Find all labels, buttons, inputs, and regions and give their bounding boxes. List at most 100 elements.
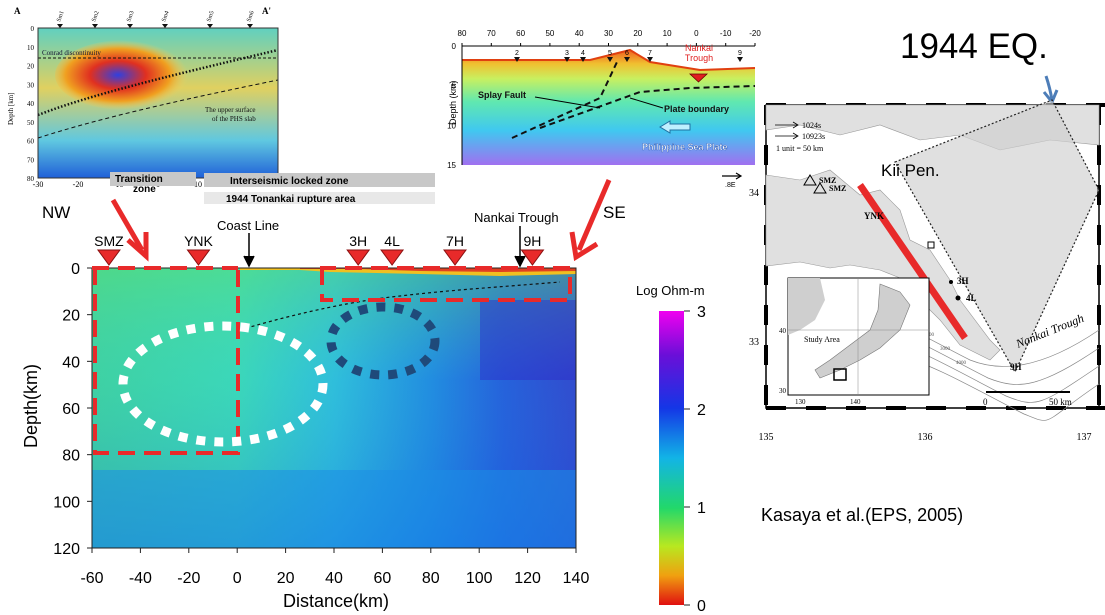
inset-mid-station-marker [624, 57, 630, 62]
map-station-box-marker [927, 241, 935, 249]
map-lon-tick: 137 [1077, 432, 1092, 443]
locked-zone-label: Interseismic locked zone [230, 176, 349, 187]
station-marker-9h [520, 249, 545, 266]
main-yticks: 0 20 40 60 80 100 120 [53, 261, 92, 558]
legend-10923s: 10923s [802, 132, 825, 141]
study-area-japan [814, 283, 911, 379]
inset-left-station-label: Sm4 [161, 10, 170, 22]
map-border-segment [1086, 406, 1105, 410]
locked-zone-bar [204, 173, 435, 187]
bathymetry-contour-label: 3000 [940, 347, 951, 352]
study-area-lat-40: 40 [779, 327, 787, 335]
map-lon-ticks: 135 136 137 [759, 432, 1092, 443]
map-station-dot-3h [949, 280, 953, 284]
inset-left-slab-label-2: of the PHS slab [212, 115, 256, 123]
inset-mid-station-label: 5 [608, 50, 612, 57]
main-ytick-label: 20 [62, 308, 80, 325]
inset-left-ytick: 60 [27, 138, 35, 146]
inset-left-station-marker [162, 24, 168, 28]
colorbar-tick-label: 1 [697, 500, 706, 517]
map-border-segment [764, 345, 768, 365]
inset-left-xtick: -30 [33, 180, 44, 189]
inset-mid-station-label: 6 [625, 50, 629, 57]
citation: Kasaya et al.(EPS, 2005) [761, 505, 963, 525]
inset-mid-xtick: 20 [633, 29, 642, 38]
map-station-smz-2: SMZ [829, 184, 846, 193]
inset-mid-xtick: 80 [458, 29, 467, 38]
rupture-area-label: 1944 Tonankai rupture area [226, 194, 356, 205]
inset-mid-plate-arrow-icon [659, 120, 691, 134]
red-arrow-right-icon [576, 179, 612, 251]
main-ytick-label: 60 [62, 401, 80, 418]
colorbar-tick-label: 3 [697, 304, 706, 321]
inset-mid-splay-fault [511, 61, 618, 139]
inset-left-seismicity [37, 48, 279, 117]
station-markers: SMZ YNK 3H 4L 7H 9H [94, 233, 545, 266]
transition-zone-bar [110, 172, 196, 186]
eq-pointer-arrow-icon [1044, 75, 1054, 101]
map-border-segment [766, 406, 786, 410]
red-arrow-right-head-icon [569, 231, 599, 262]
rupture-area-bar [204, 192, 435, 204]
inset-mid-trough-label-1: Nankai [685, 43, 713, 53]
main-xlabel: Distance(km) [283, 591, 389, 611]
main-xtick-label: 120 [514, 570, 541, 587]
map-station-9h: 9H [1010, 362, 1022, 372]
station-marker-3h [346, 249, 371, 266]
map-lat-tick: 34 [749, 188, 759, 199]
study-area-lon-140: 140 [850, 398, 861, 406]
station-label-4l: 4L [384, 233, 400, 249]
map-legend: 1024s 10923s 1 unit = 50 km [775, 121, 825, 153]
main-xtick-label: 140 [563, 570, 590, 587]
inset-left-station-label: Sm2 [91, 10, 100, 22]
inset-left-slab-label-1: The upper surface [205, 106, 256, 114]
inset-mid-xtick: 60 [516, 29, 525, 38]
inset-left-xtick: 10 [194, 180, 202, 189]
study-area-lat-30: 30 [779, 387, 787, 395]
main-xtick-label: -60 [80, 570, 103, 587]
map-lon-tick: 136 [918, 432, 933, 443]
inset-left-station-marker [207, 24, 213, 28]
colorbar-title: Log Ohm-m [636, 283, 705, 298]
deep-layer [92, 470, 576, 548]
inset-left-station-label: Sm3 [126, 10, 135, 22]
plate-boundary-line [239, 281, 561, 331]
map-station-ynk: YNK [864, 211, 884, 221]
map-border-segment [1097, 265, 1101, 285]
main-xtick-label: 80 [422, 570, 440, 587]
station-label-7h: 7H [446, 233, 464, 249]
map-lat-tick: 33 [749, 337, 759, 348]
inset-mid-plate-label: Plate boundary [664, 104, 729, 114]
inset-left-station-marker [247, 24, 253, 28]
map-scale-label: 50 km [1049, 397, 1072, 407]
main-ytick-label: 40 [62, 354, 80, 371]
map-border-segment [806, 406, 826, 410]
inset-left-ytick: 0 [31, 25, 35, 33]
map-lat-ticks: 34 33 [749, 188, 759, 348]
inset-left-corner-a2: A' [262, 6, 271, 16]
main-section-plot: NW SE SMZ YNK 3H 4L 7H 9H Coast Line Nankai T… [21, 179, 626, 611]
legend-arrowhead-10923-icon [792, 132, 799, 140]
inset-left-ytick: 30 [27, 81, 35, 89]
inset-mid-xtick: 0 [694, 29, 699, 38]
station-marker-ynk [186, 249, 211, 266]
inset-mid-ytick: 5 [452, 82, 457, 91]
coast-line-arrowhead-icon [243, 255, 255, 268]
map-border-segment [846, 406, 866, 410]
zone-bar: Transition zone Interseismic locked zone… [110, 172, 435, 205]
map-border-segment [886, 406, 906, 410]
inset-left-ytick: 80 [27, 175, 35, 183]
rupture-area-polygon [894, 99, 1100, 374]
inset-mid-ylabel: Depth (km) [448, 80, 458, 125]
inset-mid-plate-pointer [629, 97, 664, 109]
main-xtick-label: 40 [325, 570, 343, 587]
station-marker-4l [380, 249, 405, 266]
station-label-9h: 9H [523, 233, 541, 249]
inset-mid-stations: 2 3 4 5 6 7 9 [514, 50, 743, 62]
legend-unit: 1 unit = 50 km [776, 144, 824, 153]
inset-mid-station-marker [564, 57, 570, 62]
inset-mid-splay-label: Splay Fault [478, 90, 526, 100]
red-arrow-left-head-icon [126, 232, 149, 262]
colorbar: 3 2 1 0 Log Ohm-m [636, 283, 706, 615]
inset-mid-xtick: 10 [663, 29, 672, 38]
